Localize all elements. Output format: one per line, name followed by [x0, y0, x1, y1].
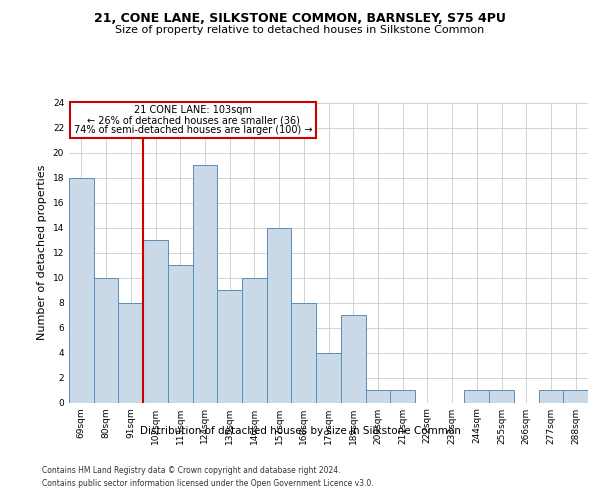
Bar [193, 165, 217, 402]
Text: 21 CONE LANE: 103sqm: 21 CONE LANE: 103sqm [134, 105, 252, 115]
Bar [69, 178, 94, 402]
Text: Contains public sector information licensed under the Open Government Licence v3: Contains public sector information licen… [42, 479, 374, 488]
Text: Size of property relative to detached houses in Silkstone Common: Size of property relative to detached ho… [115, 25, 485, 35]
Bar [563, 390, 588, 402]
Bar [539, 390, 563, 402]
Text: ← 26% of detached houses are smaller (36): ← 26% of detached houses are smaller (36… [87, 115, 299, 125]
Text: 74% of semi-detached houses are larger (100) →: 74% of semi-detached houses are larger (… [74, 125, 313, 135]
Bar [217, 290, 242, 403]
Bar [365, 390, 390, 402]
Text: 21, CONE LANE, SILKSTONE COMMON, BARNSLEY, S75 4PU: 21, CONE LANE, SILKSTONE COMMON, BARNSLE… [94, 12, 506, 26]
Bar [118, 302, 143, 402]
Text: Distribution of detached houses by size in Silkstone Common: Distribution of detached houses by size … [140, 426, 460, 436]
Y-axis label: Number of detached properties: Number of detached properties [37, 165, 47, 340]
Bar [292, 302, 316, 402]
Bar [390, 390, 415, 402]
Bar [464, 390, 489, 402]
Bar [242, 278, 267, 402]
Text: Contains HM Land Registry data © Crown copyright and database right 2024.: Contains HM Land Registry data © Crown c… [42, 466, 341, 475]
Bar [267, 228, 292, 402]
Bar [489, 390, 514, 402]
Bar [316, 352, 341, 403]
Bar [143, 240, 168, 402]
Bar [168, 265, 193, 402]
Bar [341, 315, 365, 402]
Bar [94, 278, 118, 402]
Bar [70, 102, 316, 138]
